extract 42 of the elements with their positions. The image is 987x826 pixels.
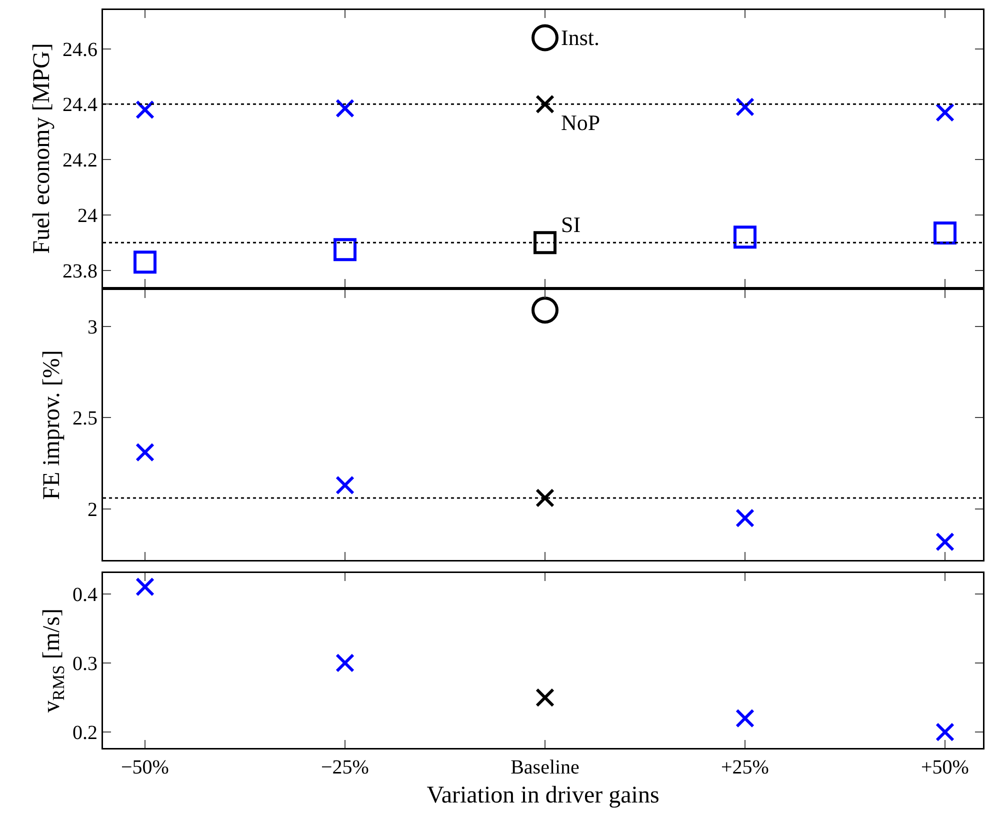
annotation: SI — [561, 212, 581, 237]
y-tick-label: 2.5 — [72, 408, 98, 430]
y-tick-label: 2 — [88, 498, 98, 521]
point — [134, 250, 156, 274]
y-tick-label: 24.6 — [62, 38, 98, 61]
y-axis-title: Fuel economy [MPG] — [28, 43, 55, 254]
point — [734, 226, 756, 249]
point — [532, 24, 558, 52]
point — [736, 508, 754, 528]
point — [136, 442, 154, 462]
point — [936, 532, 954, 552]
point — [136, 577, 154, 596]
point — [736, 708, 754, 728]
point — [532, 296, 558, 324]
y-tick-label: 0.2 — [72, 722, 98, 744]
point — [136, 100, 154, 120]
y-tick-label: 24.2 — [62, 150, 98, 172]
annotation: Inst. — [561, 25, 600, 50]
point — [536, 94, 554, 114]
y-tick-label: 0.3 — [72, 652, 98, 675]
x-tick-label: −50% — [121, 756, 169, 778]
y-tick-label: 23.8 — [62, 260, 98, 282]
point — [334, 238, 356, 262]
point — [336, 98, 354, 118]
point — [736, 97, 754, 116]
x-tick-label: +50% — [921, 756, 969, 778]
y-tick-label: 24 — [78, 204, 98, 227]
point — [536, 688, 554, 708]
y-tick-label: 3 — [88, 316, 98, 338]
y-tick-label: 24.4 — [62, 94, 98, 116]
x-tick-label: Baseline — [510, 756, 580, 778]
point — [336, 476, 354, 495]
point — [534, 231, 556, 254]
x-tick-label: +25% — [721, 756, 769, 778]
x-axis-title: Variation in driver gains — [426, 782, 660, 809]
point — [536, 488, 554, 508]
x-tick-label: −25% — [321, 756, 369, 778]
y-tick-label: 0.4 — [72, 584, 98, 606]
y-axis-title: FE improv. [%] — [38, 350, 65, 500]
point — [936, 722, 954, 742]
point — [336, 653, 354, 672]
annotation: NoP — [561, 110, 600, 135]
